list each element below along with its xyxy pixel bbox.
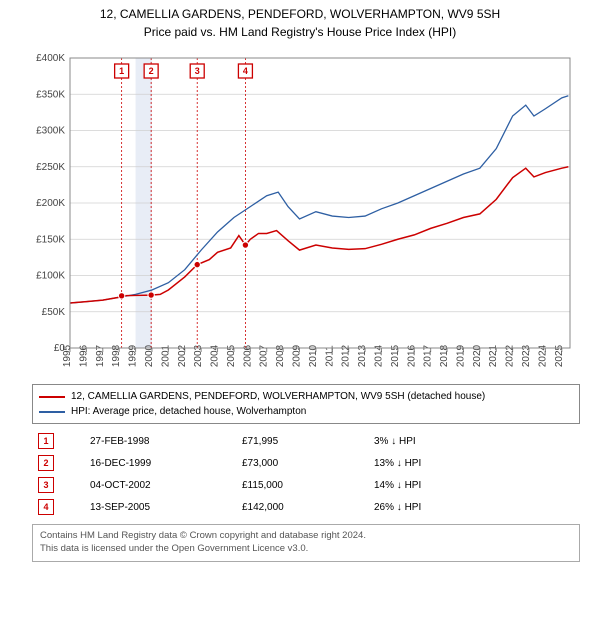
svg-text:1: 1 xyxy=(119,66,124,76)
events-table: 1 27-FEB-1998£71,9953% ↓ HPI 2 16-DEC-1999£… xyxy=(32,430,580,518)
event-marker-box: 2 xyxy=(38,455,54,471)
title-address: 12, CAMELLIA GARDENS, PENDEFORD, WOLVERH… xyxy=(0,6,600,22)
legend-box: 12, CAMELLIA GARDENS, PENDEFORD, WOLVERH… xyxy=(32,384,580,424)
event-date: 27-FEB-1998 xyxy=(84,430,236,452)
event-marker-box: 3 xyxy=(38,477,54,493)
event-row: 3 04-OCT-2002£115,00014% ↓ HPI xyxy=(32,474,580,496)
attribution-footer: Contains HM Land Registry data © Crown c… xyxy=(32,524,580,562)
event-delta: 13% ↓ HPI xyxy=(368,452,580,474)
event-row: 1 27-FEB-1998£71,9953% ↓ HPI xyxy=(32,430,580,452)
event-row: 4 13-SEP-2005£142,00026% ↓ HPI xyxy=(32,496,580,518)
svg-text:2: 2 xyxy=(149,66,154,76)
event-price: £73,000 xyxy=(236,452,368,474)
svg-text:£200K: £200K xyxy=(36,198,65,209)
legend-label: HPI: Average price, detached house, Wolv… xyxy=(71,404,306,419)
footer-line1: Contains HM Land Registry data © Crown c… xyxy=(40,530,572,543)
event-marker-box: 4 xyxy=(38,499,54,515)
svg-text:£150K: £150K xyxy=(36,235,65,246)
chart-title: 12, CAMELLIA GARDENS, PENDEFORD, WOLVERH… xyxy=(0,0,600,40)
svg-text:4: 4 xyxy=(243,66,248,76)
event-price: £71,995 xyxy=(236,430,368,452)
event-date: 04-OCT-2002 xyxy=(84,474,236,496)
svg-text:£300K: £300K xyxy=(36,126,65,137)
footer-line2: This data is licensed under the Open Gov… xyxy=(40,543,572,556)
event-price: £115,000 xyxy=(236,474,368,496)
svg-text:£350K: £350K xyxy=(36,90,65,101)
event-delta: 3% ↓ HPI xyxy=(368,430,580,452)
event-delta: 26% ↓ HPI xyxy=(368,496,580,518)
legend-item: HPI: Average price, detached house, Wolv… xyxy=(39,404,573,419)
svg-text:£400K: £400K xyxy=(36,53,65,64)
legend-swatch xyxy=(39,411,65,413)
legend-item: 12, CAMELLIA GARDENS, PENDEFORD, WOLVERH… xyxy=(39,389,573,404)
svg-text:£50K: £50K xyxy=(42,307,66,318)
legend-swatch xyxy=(39,396,65,398)
event-date: 16-DEC-1999 xyxy=(84,452,236,474)
svg-text:3: 3 xyxy=(195,66,200,76)
price-chart: £0£50K£100K£150K£200K£250K£300K£350K£400… xyxy=(20,48,580,378)
legend-label: 12, CAMELLIA GARDENS, PENDEFORD, WOLVERH… xyxy=(71,389,485,404)
event-delta: 14% ↓ HPI xyxy=(368,474,580,496)
svg-text:£100K: £100K xyxy=(36,271,65,282)
event-date: 13-SEP-2005 xyxy=(84,496,236,518)
event-marker-box: 1 xyxy=(38,433,54,449)
svg-text:£250K: £250K xyxy=(36,162,65,173)
event-price: £142,000 xyxy=(236,496,368,518)
event-row: 2 16-DEC-1999£73,00013% ↓ HPI xyxy=(32,452,580,474)
title-subtitle: Price paid vs. HM Land Registry's House … xyxy=(0,24,600,40)
